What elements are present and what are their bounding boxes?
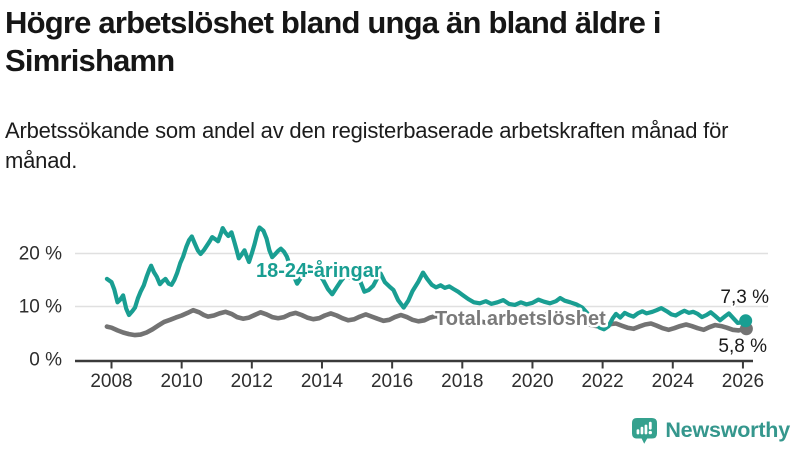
series-label-18-24-åringar: 18-24-åringar (256, 259, 382, 282)
x-tick-label: 2024 (652, 371, 695, 392)
y-tick-label: 20 % (19, 244, 62, 265)
page-subtitle: Arbetssökande som andel av den registerb… (5, 118, 729, 173)
x-tick-label: 2008 (90, 371, 132, 392)
x-tick-label: 2012 (231, 371, 273, 392)
series-line-Total arbetslöshet (104, 307, 749, 338)
x-tick-label: 2016 (371, 371, 413, 392)
y-tick-label: 0 % (29, 350, 62, 371)
x-tick-label: 2010 (161, 371, 203, 392)
series-end-value-18-24-åringar: 7,3 % (720, 287, 769, 308)
series-end-dot-18-24-åringar (739, 314, 753, 328)
series-end-value-Total arbetslöshet: 5,8 % (718, 336, 767, 357)
x-tick-label: 2026 (722, 371, 764, 392)
series-line-18-24-åringar (104, 225, 748, 332)
x-tick-label: 2022 (581, 371, 623, 392)
x-tick-label: 2018 (441, 371, 483, 392)
x-tick-label: 2020 (511, 371, 553, 392)
x-tick-label: 2014 (301, 371, 344, 392)
y-tick-label: 10 % (19, 297, 62, 318)
newsworthy-logo-icon (632, 417, 658, 444)
series-label-Total arbetslöshet: Total arbetslöshet (435, 308, 606, 330)
page-title: Högre arbetslöshet bland unga än bland ä… (5, 5, 661, 78)
brand-name: Newsworthy (665, 417, 790, 442)
brand-logo: Newsworthy (631, 415, 790, 445)
